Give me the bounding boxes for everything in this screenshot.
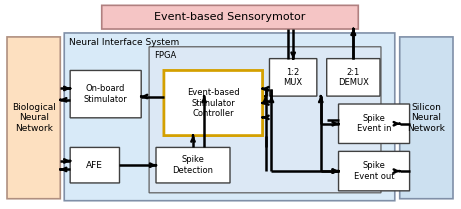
- FancyBboxPatch shape: [70, 147, 119, 183]
- FancyBboxPatch shape: [64, 33, 395, 201]
- Text: Event-based Sensorymotor: Event-based Sensorymotor: [154, 12, 306, 22]
- Text: Event-based
Stimulator
Controller: Event-based Stimulator Controller: [187, 88, 240, 118]
- FancyBboxPatch shape: [7, 37, 60, 199]
- FancyBboxPatch shape: [156, 147, 230, 183]
- FancyBboxPatch shape: [164, 70, 263, 136]
- Text: Silicon
Neural
Network: Silicon Neural Network: [408, 103, 445, 133]
- FancyBboxPatch shape: [102, 5, 358, 29]
- Text: 2:1
DEMUX: 2:1 DEMUX: [338, 68, 369, 87]
- Text: Neural Interface System: Neural Interface System: [69, 38, 179, 47]
- Text: Spike
Event in: Spike Event in: [357, 114, 391, 133]
- FancyBboxPatch shape: [338, 104, 409, 143]
- FancyBboxPatch shape: [400, 37, 453, 199]
- FancyBboxPatch shape: [270, 59, 317, 96]
- FancyBboxPatch shape: [327, 59, 380, 96]
- FancyBboxPatch shape: [338, 151, 409, 191]
- Text: FPGA: FPGA: [154, 51, 176, 60]
- Text: Biological
Neural
Network: Biological Neural Network: [12, 103, 56, 133]
- Text: On-board
Stimulator: On-board Stimulator: [84, 84, 128, 104]
- FancyBboxPatch shape: [149, 47, 381, 193]
- Text: AFE: AFE: [86, 161, 103, 170]
- Text: 1:2
MUX: 1:2 MUX: [284, 68, 303, 87]
- Text: Spike
Detection: Spike Detection: [172, 155, 213, 175]
- FancyBboxPatch shape: [70, 70, 141, 118]
- Text: Spike
Event out: Spike Event out: [354, 161, 394, 181]
